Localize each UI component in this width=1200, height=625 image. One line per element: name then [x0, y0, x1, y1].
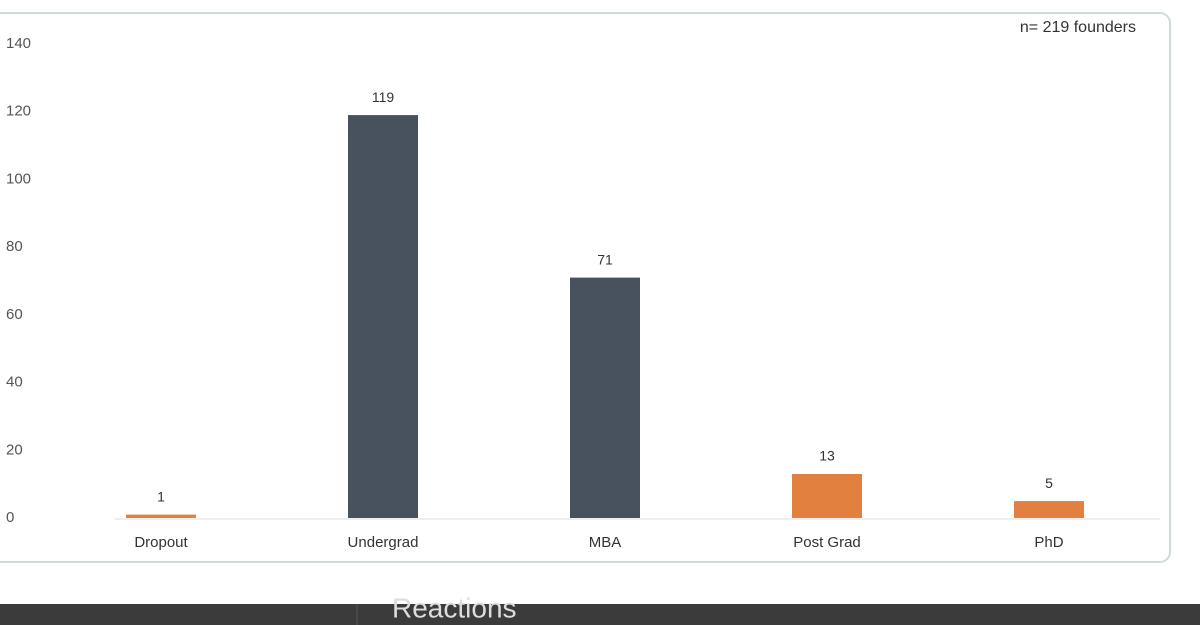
bar: [348, 115, 418, 518]
value-label: 13: [819, 448, 835, 464]
y-tick-label: 40: [6, 374, 23, 391]
x-tick-label: Dropout: [134, 534, 188, 551]
bar: [1014, 501, 1084, 518]
y-tick-label: 80: [6, 238, 23, 255]
x-tick-label: Undergrad: [348, 534, 419, 551]
bar: [570, 277, 640, 518]
y-tick-label: 60: [6, 306, 23, 323]
x-tick-label: PhD: [1034, 534, 1063, 551]
footer-text: Reactions: [392, 592, 517, 623]
y-tick-label: 0: [6, 509, 14, 526]
y-tick-label: 140: [6, 35, 31, 52]
x-tick-label: Post Grad: [793, 534, 861, 551]
annotation: n= 219 founders: [1020, 19, 1136, 36]
value-label: 5: [1045, 475, 1053, 491]
y-tick-label: 120: [6, 103, 31, 120]
x-tick-label: MBA: [589, 534, 622, 551]
value-label: 119: [372, 89, 395, 105]
y-tick-label: 100: [6, 170, 31, 187]
value-label: 71: [597, 251, 613, 267]
bar: [126, 514, 196, 518]
value-label: 1: [157, 488, 165, 504]
y-tick-label: 20: [6, 441, 23, 458]
footer-bar: [0, 604, 1200, 625]
bar: [792, 473, 862, 518]
